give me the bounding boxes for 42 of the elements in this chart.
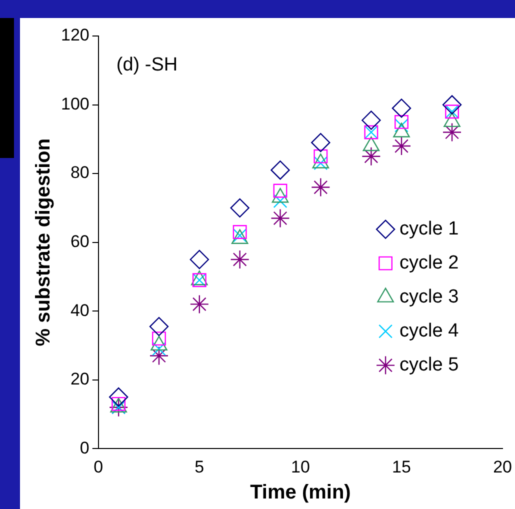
point xyxy=(362,110,381,130)
y-tick-label: 60 xyxy=(70,232,90,251)
point xyxy=(362,146,381,166)
y-tick-label: 40 xyxy=(70,300,90,320)
legend-label: cycle 2 xyxy=(400,252,459,274)
x-tick-label: 10 xyxy=(290,457,310,476)
point xyxy=(442,122,462,142)
y-tick-label: 80 xyxy=(70,163,90,182)
legend-label: cycle 3 xyxy=(400,286,459,308)
x-axis-title: Time (min) xyxy=(250,482,351,504)
point xyxy=(273,194,288,208)
point xyxy=(394,114,408,129)
point xyxy=(442,95,462,114)
x-tick-label: 15 xyxy=(392,457,411,476)
point xyxy=(190,294,210,314)
point xyxy=(270,160,290,180)
point xyxy=(149,346,169,366)
point xyxy=(149,316,169,336)
point xyxy=(152,342,166,356)
annotation: (d) -SH xyxy=(116,54,178,76)
y-tick-label: 120 xyxy=(60,26,90,45)
x-tick-label: 20 xyxy=(493,457,512,476)
point xyxy=(392,98,412,118)
point xyxy=(190,250,210,270)
point xyxy=(152,332,166,346)
point xyxy=(392,136,412,156)
point xyxy=(230,198,250,218)
point xyxy=(311,132,330,152)
y-tick-label: 20 xyxy=(70,370,90,389)
y-tick-label: 100 xyxy=(60,94,90,114)
point xyxy=(270,208,290,228)
y-tick-label: 0 xyxy=(80,438,90,458)
point xyxy=(108,387,128,407)
y-axis-title: % substrate digestion xyxy=(32,138,55,346)
legend-label: cycle 5 xyxy=(400,354,459,376)
point xyxy=(311,178,330,197)
legend-label: cycle 4 xyxy=(400,320,460,342)
point xyxy=(230,250,250,270)
legend-label: cycle 1 xyxy=(400,218,459,240)
point xyxy=(273,184,288,198)
x-tick-label: 0 xyxy=(94,457,104,476)
x-tick-label: 5 xyxy=(194,457,204,476)
